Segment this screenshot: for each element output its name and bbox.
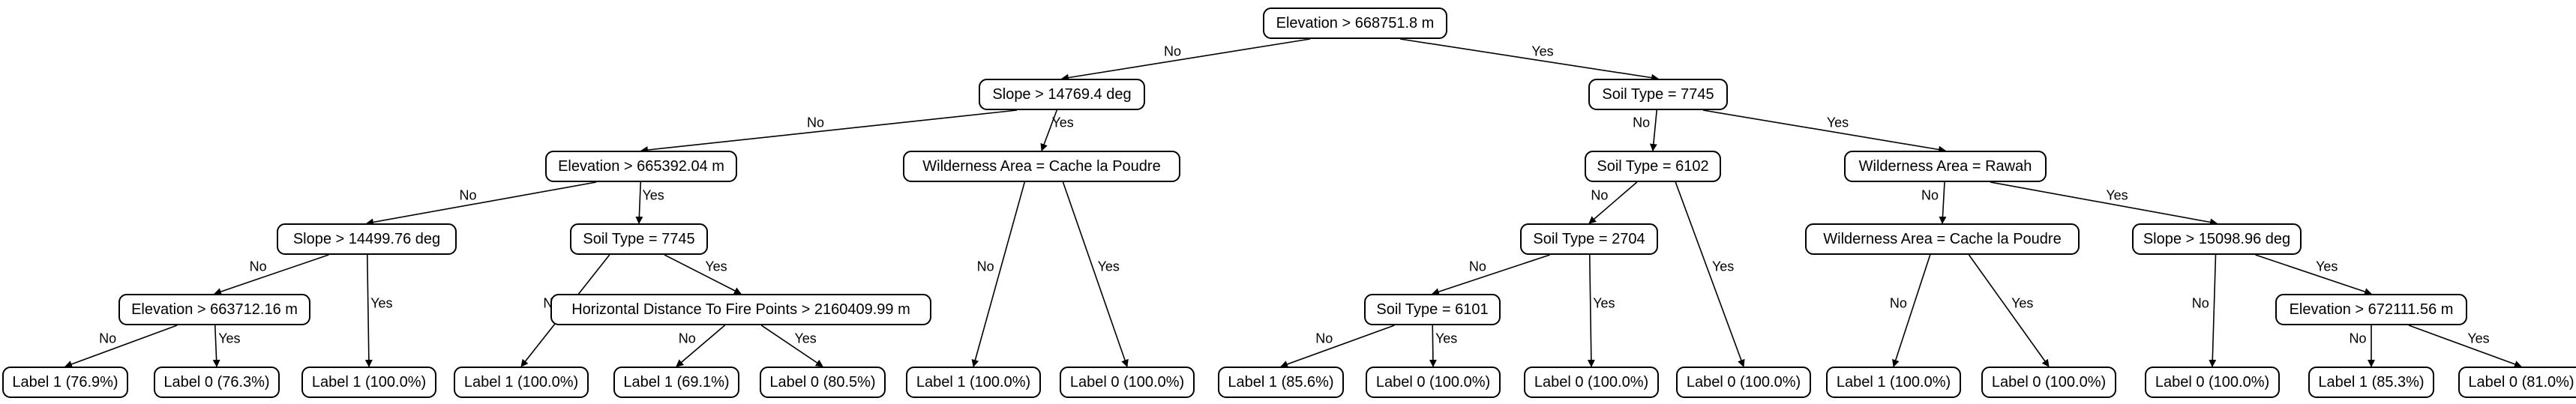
edge-label-yes: Yes (1435, 331, 1458, 346)
decision-node-root-no-yes: Wilderness Area = Cache la Poudre (903, 151, 1180, 182)
edge-root-yes-yes-no-yes (1968, 254, 2050, 367)
leaf-node-root-no-no-no-no-no: Label 1 (76.9%) (2, 367, 128, 398)
leaf-node-root-yes-yes-no-no: Label 1 (100.0%) (1826, 367, 1961, 398)
leaf-node-root-yes-yes-yes-yes-no: Label 1 (85.3%) (2308, 367, 2434, 398)
edge-label-no: No (678, 331, 696, 346)
edge-label-no: No (1921, 187, 1939, 202)
decision-node-root-no-no: Elevation > 665392.04 m (545, 151, 737, 182)
edge-label-yes: Yes (1097, 259, 1120, 274)
edge-root-no (1061, 38, 1311, 82)
edge-root-yes-no-no-no-no (1280, 325, 1395, 368)
decision-node-root-no: Slope > 14769.4 deg (979, 79, 1145, 110)
edge-label-no: No (1889, 295, 1907, 310)
edge-root-yes-yes-yes-no (2209, 254, 2217, 367)
edge-root-no-no-no (366, 181, 597, 226)
leaf-node-root-yes-no-no-no-yes: Label 0 (100.0%) (1366, 367, 1501, 398)
edge-label-no: No (2191, 295, 2209, 310)
edge-label-no: No (1468, 259, 1486, 274)
edge-label-yes: Yes (1593, 295, 1615, 310)
edge-root-no-no-yes (635, 181, 643, 224)
edge-root-no-yes-no (971, 181, 1026, 367)
edge-label-yes: Yes (1826, 115, 1849, 130)
edge-label-no: No (99, 331, 117, 346)
edge-root-yes-yes-yes (1990, 181, 2218, 226)
edge-root-no-no-no-no-no (64, 325, 178, 368)
edge-root-yes-yes-no (1939, 181, 1947, 224)
edge-label-no: No (1591, 187, 1609, 202)
edge-root-yes-no-no (1588, 181, 1638, 224)
edge-label-yes: Yes (1711, 259, 1735, 274)
decision-node-root-yes: Soil Type = 7745 (1588, 79, 1728, 110)
edge-root-yes-no-no-no (1432, 254, 1551, 295)
edge-label-yes: Yes (2106, 187, 2128, 202)
edge-root-yes-yes (1702, 109, 1946, 154)
leaf-node-root-yes-no-no-no-no: Label 1 (85.6%) (1218, 367, 1344, 398)
edge-root-yes-yes-no-no (1892, 254, 1931, 367)
edge-label-no: No (459, 187, 477, 202)
edge-label-yes: Yes (642, 187, 664, 202)
edge-root-yes-no-no-yes (1587, 254, 1595, 367)
leaf-node-root-yes-no-yes: Label 0 (100.0%) (1676, 367, 1811, 398)
edge-root-yes-yes-yes-yes (2255, 254, 2372, 295)
edge-label-no: No (1633, 115, 1651, 130)
edge-label-yes: Yes (705, 259, 727, 274)
edge-root-yes-yes-yes-yes-yes (2408, 325, 2522, 368)
edge-label-yes: Yes (370, 295, 393, 310)
edge-root-no-no-no-no (214, 254, 329, 295)
decision-node-root: Elevation > 668751.8 m (1263, 7, 1447, 39)
edge-label-yes: Yes (2467, 331, 2490, 346)
edge-root-no-no (640, 109, 1018, 154)
edge-label-no: No (976, 259, 994, 274)
decision-node-root-no-no-yes: Soil Type = 7745 (570, 223, 708, 255)
decision-node-root-yes-yes-yes-yes: Elevation > 672111.56 m (2275, 294, 2467, 325)
leaf-node-root-no-no-yes-yes-no: Label 1 (69.1%) (613, 367, 739, 398)
edge-label-no: No (249, 259, 267, 274)
decision-node-root-yes-yes-yes: Slope > 15098.96 deg (2132, 223, 2302, 255)
leaf-node-root-no-no-no-no-yes: Label 0 (76.3%) (154, 367, 280, 398)
edge-root-no-yes (1040, 109, 1057, 151)
decision-node-root-yes-no-no: Soil Type = 2704 (1520, 223, 1658, 255)
leaf-node-root-yes-yes-no-yes: Label 0 (100.0%) (1981, 367, 2116, 398)
decision-node-root-yes-yes-no: Wilderness Area = Cache la Poudre (1805, 223, 2080, 255)
leaf-node-root-no-yes-yes: Label 0 (100.0%) (1060, 367, 1195, 398)
edge-label-no: No (806, 115, 825, 130)
decision-node-root-yes-no: Soil Type = 6102 (1585, 151, 1721, 182)
leaf-node-root-no-no-yes-no: Label 1 (100.0%) (454, 367, 589, 398)
edge-root-no-no-no-no-yes (212, 325, 220, 367)
edge-label-no: No (1163, 43, 1182, 58)
leaf-node-root-yes-yes-yes-no: Label 0 (100.0%) (2145, 367, 2280, 398)
edge-root-no-yes-yes (1062, 181, 1129, 367)
edge-label-yes: Yes (2011, 295, 2034, 310)
edge-root-no-no-no-yes (364, 254, 373, 367)
edge-label-yes: Yes (1051, 115, 1074, 130)
leaf-node-root-no-no-no-yes: Label 1 (100.0%) (301, 367, 436, 398)
leaf-node-root-yes-no-no-yes: Label 0 (100.0%) (1524, 367, 1659, 398)
edge-root-no-no-yes-yes-yes (760, 325, 823, 367)
edge-label-yes: Yes (2316, 259, 2338, 274)
decision-node-root-no-no-no-no: Elevation > 663712.16 m (118, 294, 310, 325)
decision-node-root-no-no-no: Slope > 14499.76 deg (277, 223, 457, 255)
leaf-node-root-no-yes-no: Label 1 (100.0%) (906, 367, 1041, 398)
edge-root-no-no-yes-yes-no (676, 325, 726, 367)
edge-label-yes: Yes (794, 331, 817, 346)
edge-root-yes-no (1649, 109, 1658, 151)
edge-root-yes (1399, 38, 1659, 82)
edge-root-yes-no-no-no-yes (1429, 325, 1437, 367)
edge-label-yes: Yes (1531, 43, 1554, 58)
edge-label-no: No (1315, 331, 1333, 346)
edge-label-yes: Yes (218, 331, 241, 346)
decision-node-root-no-no-yes-yes: Horizontal Distance To Fire Points > 216… (550, 294, 931, 325)
edge-label-no: No (2349, 331, 2367, 346)
leaf-node-root-no-no-yes-yes-yes: Label 0 (80.5%) (760, 367, 886, 398)
decision-node-root-yes-yes: Wilderness Area = Rawah (1844, 151, 2047, 182)
edge-root-no-no-yes-yes (664, 254, 742, 295)
leaf-node-root-yes-yes-yes-yes-yes: Label 0 (81.0%) (2458, 367, 2576, 398)
decision-node-root-yes-no-no-no: Soil Type = 6101 (1364, 294, 1501, 325)
edge-root-yes-no-yes (1675, 181, 1745, 367)
